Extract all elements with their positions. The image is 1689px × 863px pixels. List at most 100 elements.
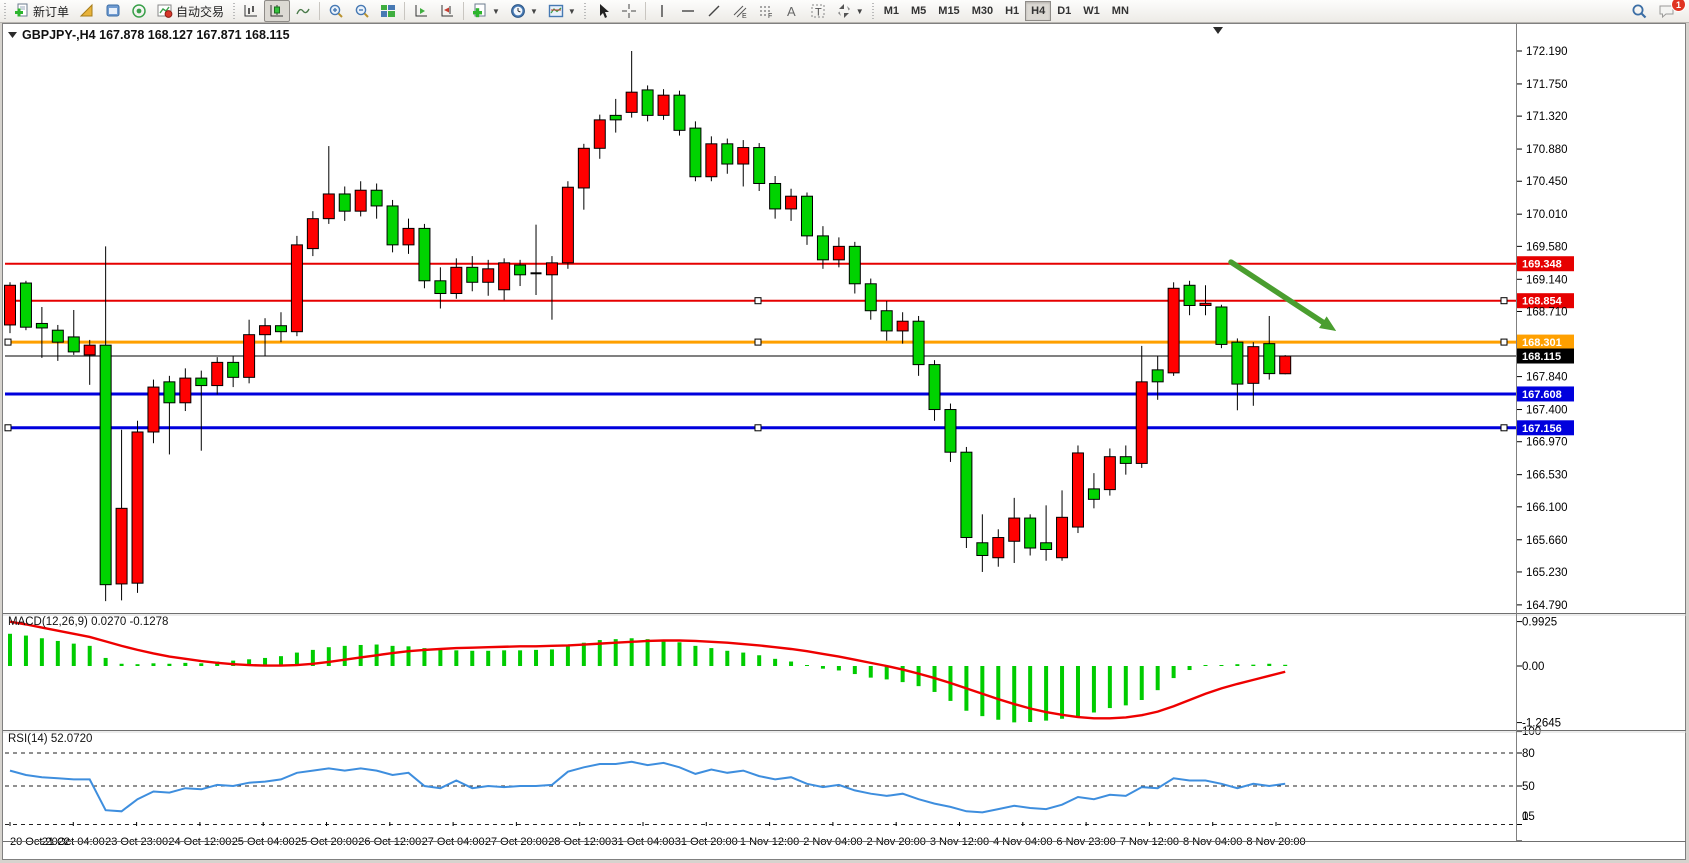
- chevron-down-icon: ▼: [567, 6, 576, 16]
- svg-text:0: 0: [1522, 811, 1528, 823]
- chart-shift-icon: [441, 5, 454, 17]
- line-chart-button[interactable]: [290, 0, 316, 22]
- candle: [147, 379, 160, 444]
- svg-text:A: A: [787, 4, 796, 19]
- candle: [1040, 505, 1053, 561]
- candle: [801, 192, 813, 245]
- candle: [976, 514, 989, 572]
- candle-chart-icon: [270, 5, 284, 17]
- zoom-in-button[interactable]: [323, 0, 349, 22]
- trendline-tool-button[interactable]: [701, 0, 727, 22]
- text-tool-button[interactable]: A: [779, 0, 805, 22]
- main-chart-canvas[interactable]: 169.348 168.854 168.301 168.115 167.608 167.1…: [4, 51, 1575, 602]
- candle: [179, 368, 192, 412]
- auto-trading-button[interactable]: 自动交易: [152, 0, 229, 22]
- svg-text:-1.2645: -1.2645: [1522, 718, 1561, 730]
- axes-layer[interactable]: 172.190 171.750 171.320 170.880 170.450 170.0…: [9, 46, 1568, 848]
- auto-scroll-button[interactable]: [408, 0, 434, 22]
- timeframe-h1[interactable]: H1: [1005, 5, 1020, 17]
- svg-text:165.660: 165.660: [1526, 535, 1568, 547]
- timeframe-h4[interactable]: H4: [1025, 1, 1052, 21]
- toolbar-grip: [230, 3, 238, 19]
- candle: [705, 136, 718, 182]
- label-icon: T: [811, 4, 825, 19]
- candle: [274, 312, 287, 343]
- candle: [785, 188, 798, 221]
- candle: [131, 420, 144, 593]
- signals-button[interactable]: [126, 0, 152, 22]
- notifications-button[interactable]: 1: [1653, 0, 1686, 22]
- templates-button[interactable]: ▼: [543, 0, 581, 22]
- candle: [306, 211, 319, 257]
- horizontal-line-tool-button[interactable]: [675, 0, 701, 22]
- timeframe-w1[interactable]: W1: [1083, 5, 1100, 17]
- new-order-button[interactable]: 新订单: [9, 0, 74, 22]
- candle: [434, 267, 447, 309]
- text-icon: A: [787, 4, 796, 19]
- svg-text:172.190: 172.190: [1526, 46, 1568, 58]
- timeframe-m30[interactable]: M30: [971, 5, 994, 17]
- search-button[interactable]: [1626, 0, 1653, 22]
- symbol-dropdown-icon[interactable]: [8, 32, 17, 38]
- navigator-button[interactable]: [100, 0, 126, 22]
- candle: [848, 241, 861, 294]
- timeframe-d1[interactable]: D1: [1057, 5, 1072, 17]
- chart-window[interactable]: 169.348 168.854 168.301 168.115 167.608 167.1…: [0, 22, 1689, 863]
- channel-tool-button[interactable]: E: [727, 0, 753, 22]
- cursor-icon: [599, 4, 609, 18]
- rsi-label: RSI(14) 52.0720: [8, 733, 92, 745]
- rsi-pane-canvas[interactable]: [5, 752, 1516, 825]
- fibonacci-tool-button[interactable]: F: [753, 0, 779, 22]
- candle: [721, 138, 734, 174]
- candle: [227, 355, 240, 388]
- market-watch-button[interactable]: [74, 0, 100, 22]
- candle: [386, 199, 399, 253]
- candle: [912, 315, 925, 376]
- vertical-line-icon: [661, 5, 663, 17]
- periods-button[interactable]: ▼: [505, 0, 543, 22]
- candle-chart-button[interactable]: [264, 0, 291, 22]
- candle: [1231, 338, 1244, 411]
- arrow-annotation[interactable]: [1228, 259, 1337, 331]
- notification-badge: 1: [1671, 0, 1686, 12]
- svg-text:168.301: 168.301: [1522, 337, 1562, 349]
- svg-text:170.880: 170.880: [1526, 144, 1568, 156]
- svg-text:0.9925: 0.9925: [1522, 617, 1557, 629]
- hline-167.156[interactable]: [4, 424, 1516, 432]
- timeframe-m15[interactable]: M15: [938, 5, 960, 17]
- candle: [832, 237, 845, 268]
- zoom-out-button[interactable]: [349, 0, 375, 22]
- macd-pane-canvas[interactable]: [8, 620, 1288, 723]
- candle: [1087, 473, 1100, 509]
- candle: [896, 312, 909, 344]
- bar-chart-button[interactable]: [238, 0, 264, 22]
- cursor-tool-button[interactable]: [590, 0, 616, 22]
- timeframe-m1[interactable]: M1: [883, 5, 899, 17]
- toolbar-grip: [1, 3, 8, 19]
- timeframe-mn[interactable]: MN: [1111, 5, 1129, 17]
- price-axis[interactable]: 172.190 171.750 171.320 170.880 170.450 170.0…: [1517, 46, 1568, 842]
- line-chart-icon: [296, 8, 310, 15]
- hline-168.301[interactable]: [4, 338, 1516, 346]
- indicators-button[interactable]: ▼: [467, 0, 505, 22]
- arrows-tool-button[interactable]: ▼: [831, 0, 869, 22]
- vertical-line-tool-button[interactable]: [649, 0, 675, 22]
- zoom-out-icon: [355, 4, 369, 18]
- svg-text:168.710: 168.710: [1526, 306, 1568, 318]
- candle: [530, 224, 542, 296]
- chart-title: GBPJPY-,H4 167.878 168.127 167.871 168.1…: [22, 28, 290, 42]
- tile-windows-button[interactable]: [375, 0, 401, 22]
- templates-icon: [548, 4, 564, 18]
- chart-shift-marker[interactable]: [1213, 27, 1223, 34]
- label-tool-button[interactable]: T: [805, 0, 831, 22]
- timeframe-m5[interactable]: M5: [911, 5, 927, 17]
- crosshair-tool-button[interactable]: [616, 0, 642, 22]
- candle: [338, 186, 351, 221]
- price-tag-168.301: 168.301: [1517, 334, 1574, 350]
- svg-text:168.854: 168.854: [1522, 296, 1563, 308]
- chart-shift-button[interactable]: [434, 0, 460, 22]
- candle: [450, 258, 463, 299]
- candle: [418, 223, 431, 289]
- periods-clock-icon: [511, 4, 525, 18]
